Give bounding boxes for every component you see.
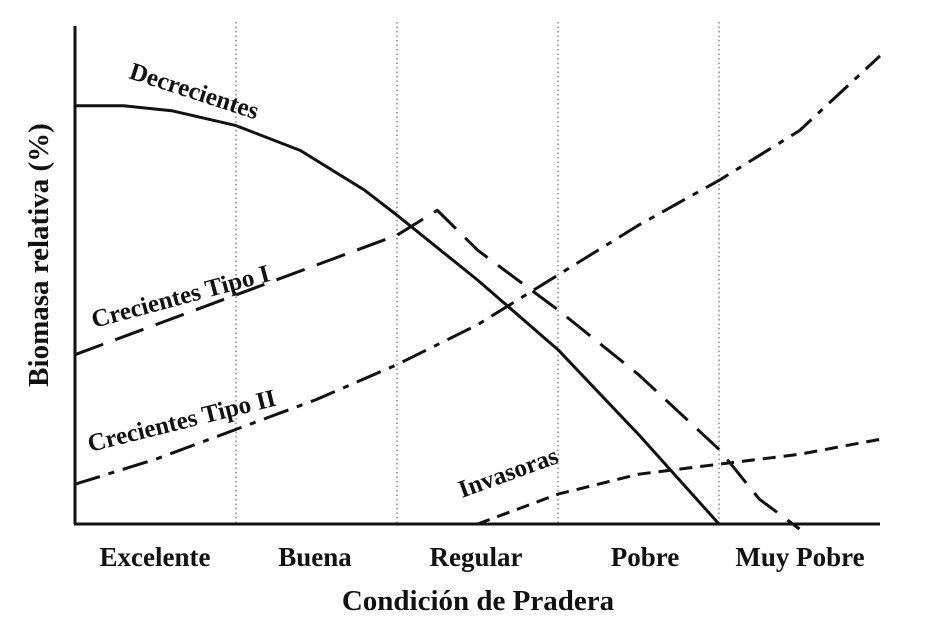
- x-tick-label-buena: Buena: [278, 542, 352, 572]
- x-tick-label-pobre: Pobre: [611, 542, 680, 572]
- series-label-invasoras: Invasoras: [455, 443, 562, 504]
- series-layer: [74, 54, 882, 531]
- x-tick-label-regular: Regular: [430, 542, 523, 572]
- x-tick-label-excelente: Excelente: [100, 542, 211, 572]
- series-line-decrecientes: [75, 104, 721, 526]
- x-axis-title: Condición de Pradera: [342, 585, 615, 617]
- x-tick-label-muy-pobre: Muy Pobre: [735, 542, 864, 572]
- series-line-crecientes-tipo-i: [74, 208, 801, 531]
- tick-layer: Excelente Buena Regular Pobre Muy Pobre: [100, 542, 865, 572]
- y-axis-title: Biomasa relativa (%): [23, 123, 55, 387]
- series-label-crecientes-tipo-ii: Crecientes Tipo II: [85, 385, 279, 458]
- series-line-invasoras: [476, 437, 881, 526]
- grid-layer: [235, 22, 720, 524]
- series-label-crecientes-tipo-i: Crecientes Tipo I: [89, 260, 273, 334]
